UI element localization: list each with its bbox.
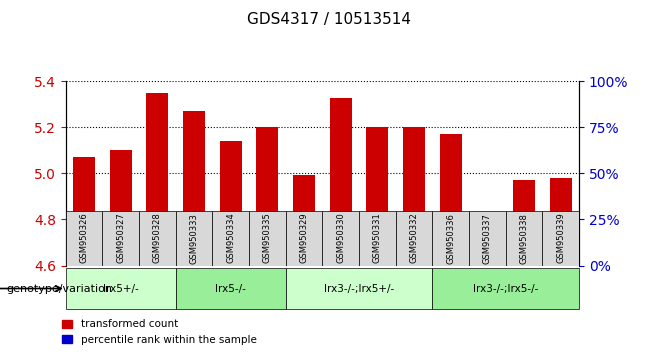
Text: GSM950333: GSM950333 xyxy=(190,213,199,263)
Bar xyxy=(293,175,315,266)
Bar xyxy=(110,150,132,266)
FancyBboxPatch shape xyxy=(66,268,176,309)
FancyBboxPatch shape xyxy=(432,268,579,309)
Text: GSM950330: GSM950330 xyxy=(336,213,345,263)
Text: GSM950332: GSM950332 xyxy=(409,213,418,263)
Bar xyxy=(440,135,462,266)
Text: GDS4317 / 10513514: GDS4317 / 10513514 xyxy=(247,12,411,27)
Bar xyxy=(330,260,352,266)
Bar xyxy=(440,260,462,266)
Text: GSM950337: GSM950337 xyxy=(483,213,492,263)
Bar xyxy=(549,260,572,266)
Text: GSM950338: GSM950338 xyxy=(520,213,528,263)
Bar xyxy=(147,93,168,266)
FancyBboxPatch shape xyxy=(66,211,103,266)
FancyBboxPatch shape xyxy=(249,211,286,266)
Bar xyxy=(183,112,205,266)
FancyBboxPatch shape xyxy=(506,211,542,266)
Bar xyxy=(293,260,315,266)
Text: lrx3-/-;lrx5+/-: lrx3-/-;lrx5+/- xyxy=(324,284,394,293)
Text: genotype/variation: genotype/variation xyxy=(7,284,113,293)
Bar xyxy=(476,224,498,266)
FancyBboxPatch shape xyxy=(542,211,579,266)
Text: lrx3-/-;lrx5-/-: lrx3-/-;lrx5-/- xyxy=(473,284,538,293)
Bar xyxy=(147,260,168,266)
FancyBboxPatch shape xyxy=(176,268,286,309)
Text: GSM950335: GSM950335 xyxy=(263,213,272,263)
Bar xyxy=(257,127,278,266)
FancyBboxPatch shape xyxy=(469,211,506,266)
Text: GSM950331: GSM950331 xyxy=(373,213,382,263)
Text: GSM950326: GSM950326 xyxy=(80,213,89,263)
FancyBboxPatch shape xyxy=(286,211,322,266)
Text: lrx5+/-: lrx5+/- xyxy=(103,284,139,293)
Text: GSM950327: GSM950327 xyxy=(116,213,125,263)
Bar xyxy=(367,127,388,266)
Bar xyxy=(257,260,278,266)
Bar xyxy=(513,260,535,266)
Bar xyxy=(549,178,572,266)
Bar xyxy=(367,260,388,266)
FancyBboxPatch shape xyxy=(139,211,176,266)
Text: lrx5-/-: lrx5-/- xyxy=(215,284,246,293)
FancyBboxPatch shape xyxy=(322,211,359,266)
Text: GSM950329: GSM950329 xyxy=(299,213,309,263)
FancyBboxPatch shape xyxy=(103,211,139,266)
FancyBboxPatch shape xyxy=(176,211,213,266)
Text: GSM950336: GSM950336 xyxy=(446,213,455,263)
Bar xyxy=(220,260,241,266)
Bar xyxy=(513,181,535,266)
Bar xyxy=(403,127,425,266)
Text: GSM950339: GSM950339 xyxy=(556,213,565,263)
Text: GSM950328: GSM950328 xyxy=(153,213,162,263)
Bar xyxy=(403,260,425,266)
FancyBboxPatch shape xyxy=(395,211,432,266)
FancyBboxPatch shape xyxy=(213,211,249,266)
Text: GSM950334: GSM950334 xyxy=(226,213,236,263)
FancyBboxPatch shape xyxy=(286,268,432,309)
Bar xyxy=(110,260,132,266)
FancyBboxPatch shape xyxy=(359,211,395,266)
Bar xyxy=(476,260,498,266)
Bar xyxy=(220,141,241,266)
Legend: transformed count, percentile rank within the sample: transformed count, percentile rank withi… xyxy=(58,315,261,349)
FancyBboxPatch shape xyxy=(432,211,469,266)
Bar xyxy=(73,260,95,266)
Bar xyxy=(183,260,205,266)
Bar xyxy=(73,157,95,266)
Bar xyxy=(330,98,352,266)
